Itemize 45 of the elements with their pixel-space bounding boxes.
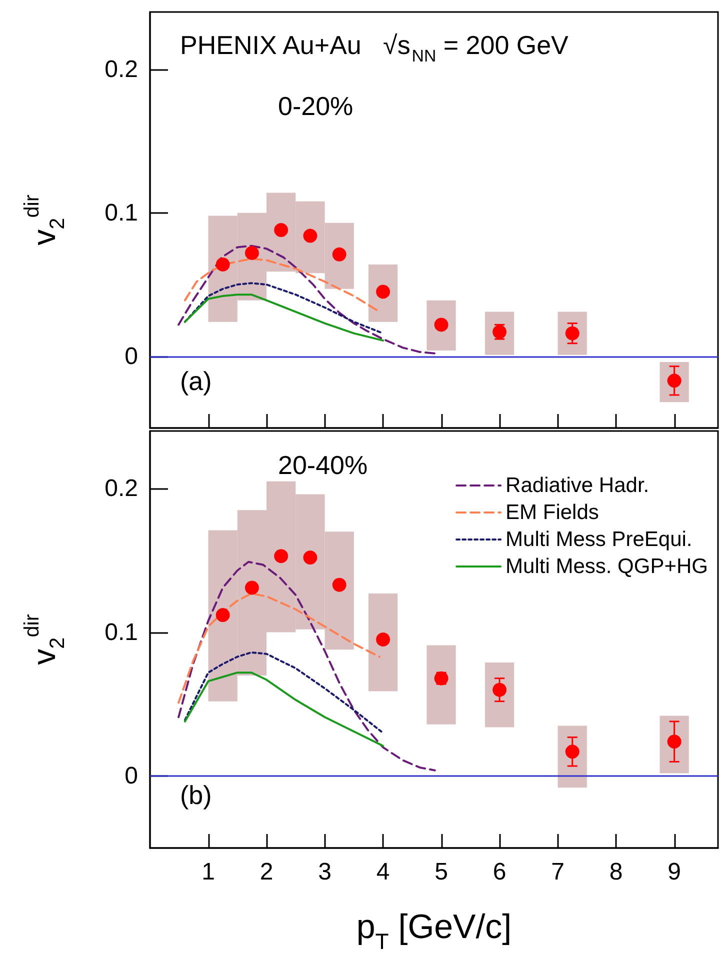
x-tick-label: 5	[434, 858, 448, 886]
x-tick-label: 2	[260, 858, 274, 886]
point	[216, 608, 230, 622]
bar	[426, 645, 456, 724]
point	[332, 247, 346, 262]
line-series	[184, 294, 384, 342]
point	[244, 246, 259, 260]
annotation: (b)	[180, 780, 212, 810]
y-tick-label: 0.2	[104, 475, 138, 502]
y-tick-label: 0	[124, 342, 138, 370]
legend-label: Multi Mess PreEqui.	[506, 528, 692, 551]
point	[216, 257, 230, 272]
point	[244, 580, 259, 595]
point	[565, 744, 580, 759]
line-series	[178, 560, 436, 772]
y-tick-label: 0.2	[104, 56, 138, 83]
line-series	[178, 244, 436, 354]
y-tick-label: 0.1	[104, 199, 138, 226]
point	[303, 550, 318, 565]
point	[492, 682, 507, 697]
x-tick-label: 4	[376, 858, 390, 886]
point	[332, 578, 346, 592]
x-tick-label: 7	[551, 858, 564, 886]
point	[376, 632, 390, 646]
x-tick-label: 1	[202, 858, 215, 886]
x-tick-label: 9	[668, 858, 681, 886]
point	[303, 228, 318, 243]
y-tick-label: 0	[124, 762, 138, 790]
legend-label: EM Fields	[506, 501, 599, 524]
legend-label: Multi Mess. QGP+HG	[506, 555, 708, 578]
point	[274, 549, 288, 564]
x-tick-label: 6	[492, 858, 506, 886]
line-series	[184, 672, 384, 747]
annotation: 20-40%	[278, 450, 368, 480]
x-tick-label: 8	[609, 858, 623, 886]
annotation: (a)	[180, 366, 212, 396]
annotation: 0-20%	[278, 91, 354, 121]
legend-label: Radiative Hadr.	[506, 474, 650, 497]
line-series	[184, 651, 382, 733]
bar	[368, 593, 398, 692]
y-axis-title: v2dir	[20, 194, 69, 246]
y-tick-label: 0.1	[104, 618, 138, 646]
x-tick-label: 3	[318, 858, 332, 886]
point	[274, 223, 288, 238]
y-axis-title: v2dir	[20, 614, 69, 665]
